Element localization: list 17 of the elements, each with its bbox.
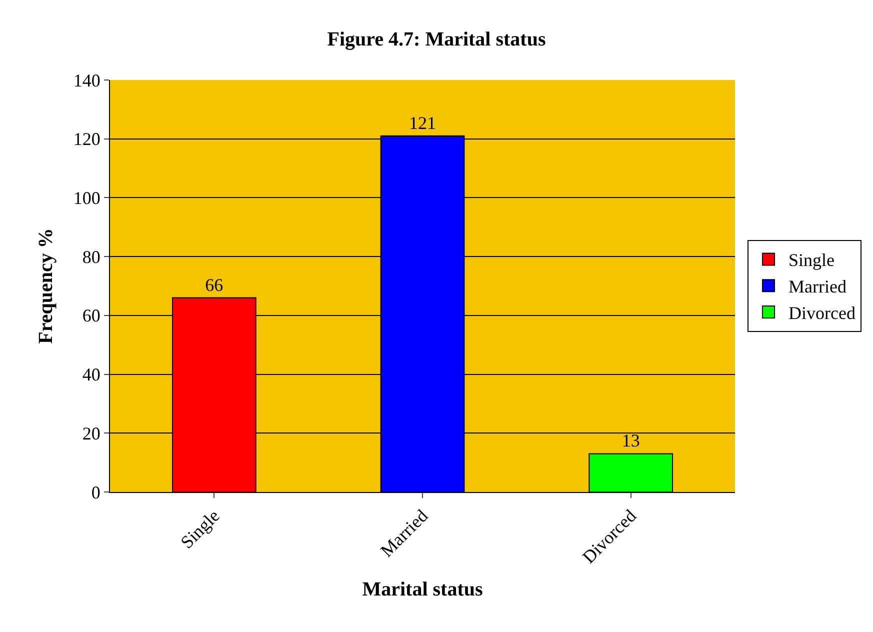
y-tick-label: 60 xyxy=(82,306,100,326)
data-label: 66 xyxy=(205,274,224,295)
legend-label: Single xyxy=(788,250,835,270)
y-axis-title: Frequency % xyxy=(34,228,57,344)
legend-label: Married xyxy=(788,276,846,297)
y-tick-label: 100 xyxy=(73,188,100,208)
x-axis-title: Marital status xyxy=(362,578,483,601)
y-tick-label: 0 xyxy=(91,482,100,502)
data-label: 13 xyxy=(622,430,640,451)
y-tick-label: 20 xyxy=(82,423,100,444)
y-tick-label: 140 xyxy=(73,70,100,90)
y-tick-label: 80 xyxy=(82,246,100,267)
legend-label: Divorced xyxy=(788,303,856,324)
chart-title: Figure 4.7: Marital status xyxy=(327,28,546,51)
y-tick-label: 120 xyxy=(73,129,100,150)
data-label: 121 xyxy=(409,112,436,133)
y-tick-label: 40 xyxy=(82,364,100,385)
